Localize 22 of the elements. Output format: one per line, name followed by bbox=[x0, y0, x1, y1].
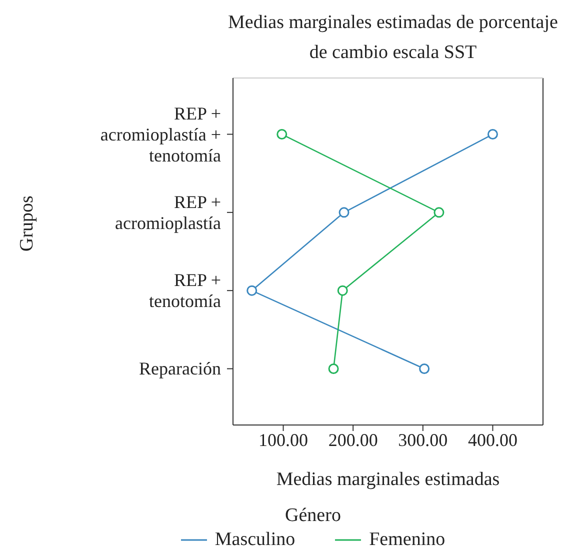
point bbox=[246, 285, 258, 296]
legend-label: Masculino bbox=[214, 528, 296, 552]
y-axis-title: Grupos bbox=[16, 196, 38, 252]
point bbox=[434, 207, 444, 218]
point bbox=[419, 363, 430, 374]
x-tick-label: 300.00 bbox=[398, 430, 448, 450]
x-axis-title: Medias marginales estimadas bbox=[276, 469, 500, 490]
point bbox=[328, 363, 339, 374]
y-tick-label: REP + acromioplastía + tenotomía bbox=[100, 103, 222, 166]
x-tick-label: 100.00 bbox=[258, 430, 308, 450]
point bbox=[337, 285, 348, 296]
y-tick-label: Reparación bbox=[139, 358, 221, 379]
legend-label: Femenino bbox=[368, 528, 446, 552]
point bbox=[487, 129, 498, 140]
legend-title: Género bbox=[284, 504, 342, 528]
x-tick-label: 400.00 bbox=[468, 430, 518, 450]
point bbox=[338, 207, 350, 218]
x-tick-label: 200.00 bbox=[328, 430, 378, 450]
point bbox=[276, 129, 288, 140]
y-tick-label: REP + acromioplastía bbox=[115, 192, 222, 233]
y-tick-label: REP + tenotomía bbox=[149, 270, 222, 312]
chart-title: Medias marginales estimadas de porcentaje de cambio escala SST bbox=[228, 11, 558, 65]
